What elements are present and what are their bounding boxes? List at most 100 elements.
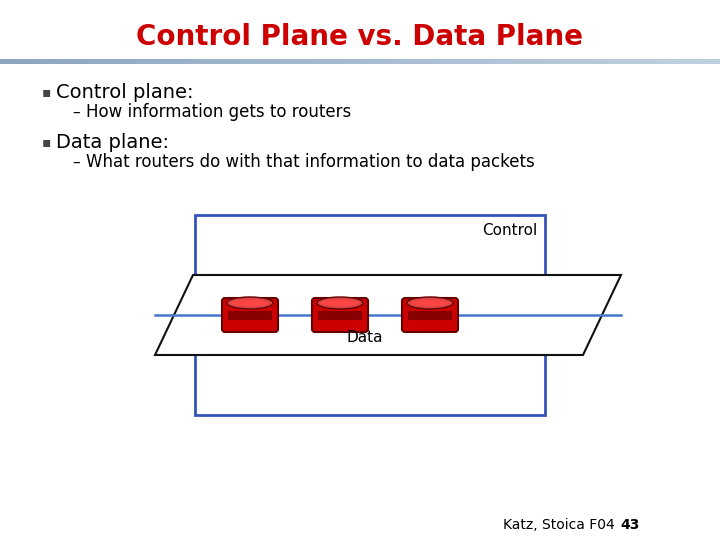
Bar	[397, 59, 398, 64]
Bar	[591, 59, 592, 64]
Bar	[300, 59, 301, 64]
Bar	[619, 59, 620, 64]
Bar	[41, 59, 42, 64]
Bar	[274, 59, 275, 64]
Bar	[169, 59, 170, 64]
Bar	[80, 59, 81, 64]
Bar	[546, 59, 547, 64]
Bar	[565, 59, 566, 64]
Bar	[181, 59, 182, 64]
Bar	[213, 59, 214, 64]
Bar	[108, 59, 109, 64]
Bar	[211, 59, 212, 64]
Bar	[129, 59, 130, 64]
Bar	[182, 59, 183, 64]
Bar	[352, 59, 353, 64]
Bar	[110, 59, 111, 64]
Bar	[111, 59, 112, 64]
Bar	[611, 59, 612, 64]
Bar	[53, 59, 54, 64]
Bar	[618, 59, 619, 64]
Bar	[514, 59, 515, 64]
Bar	[54, 59, 55, 64]
Bar	[354, 59, 355, 64]
Bar	[20, 59, 21, 64]
Bar	[117, 59, 118, 64]
Bar	[437, 59, 438, 64]
Bar	[115, 59, 116, 64]
Bar	[379, 59, 380, 64]
Bar	[540, 59, 541, 64]
Bar	[232, 59, 233, 64]
Bar	[519, 59, 520, 64]
Bar	[493, 59, 494, 64]
Bar	[180, 59, 181, 64]
Bar	[386, 59, 387, 64]
Bar	[532, 59, 533, 64]
Bar	[11, 59, 12, 64]
Bar	[140, 59, 141, 64]
Bar	[155, 59, 156, 64]
Bar	[515, 59, 516, 64]
Bar	[481, 59, 482, 64]
Bar	[175, 59, 176, 64]
Bar	[415, 59, 416, 64]
Bar	[436, 59, 437, 64]
Bar	[157, 59, 158, 64]
Bar	[400, 59, 401, 64]
Bar	[630, 59, 631, 64]
Bar	[195, 215, 545, 415]
Bar	[116, 59, 117, 64]
Bar	[167, 59, 168, 64]
Bar	[189, 59, 190, 64]
Bar	[3, 59, 4, 64]
Bar	[166, 59, 167, 64]
Bar	[708, 59, 709, 64]
Bar	[542, 59, 543, 64]
Bar	[277, 59, 278, 64]
Bar	[375, 59, 376, 64]
Bar	[643, 59, 644, 64]
Bar	[174, 59, 175, 64]
FancyBboxPatch shape	[312, 298, 368, 332]
Bar	[637, 59, 638, 64]
Bar	[107, 59, 108, 64]
Bar	[40, 59, 41, 64]
Bar	[716, 59, 717, 64]
Bar	[74, 59, 75, 64]
Bar	[455, 59, 456, 64]
Bar	[573, 59, 574, 64]
Bar	[156, 59, 157, 64]
Bar	[89, 59, 90, 64]
Bar	[135, 59, 136, 64]
Bar	[620, 59, 621, 64]
Bar	[112, 59, 113, 64]
Bar	[236, 59, 237, 64]
Bar	[467, 59, 468, 64]
Bar	[670, 59, 671, 64]
Bar	[330, 59, 331, 64]
Bar	[419, 59, 420, 64]
Bar	[652, 59, 653, 64]
Bar	[329, 59, 330, 64]
Bar	[301, 59, 302, 64]
Bar	[390, 59, 391, 64]
Bar	[257, 59, 258, 64]
Bar	[614, 59, 615, 64]
Bar	[677, 59, 678, 64]
Text: What routers do with that information to data packets: What routers do with that information to…	[86, 153, 535, 171]
Bar	[599, 59, 600, 64]
Bar	[554, 59, 555, 64]
Bar	[171, 59, 172, 64]
Bar	[91, 59, 92, 64]
Bar	[338, 59, 339, 64]
Bar	[279, 59, 280, 64]
Bar	[350, 59, 351, 64]
Bar	[327, 59, 328, 64]
Text: Data: Data	[347, 329, 383, 345]
Bar	[689, 59, 690, 64]
Bar	[454, 59, 455, 64]
Bar	[125, 59, 126, 64]
Bar	[545, 59, 546, 64]
Bar	[65, 59, 66, 64]
